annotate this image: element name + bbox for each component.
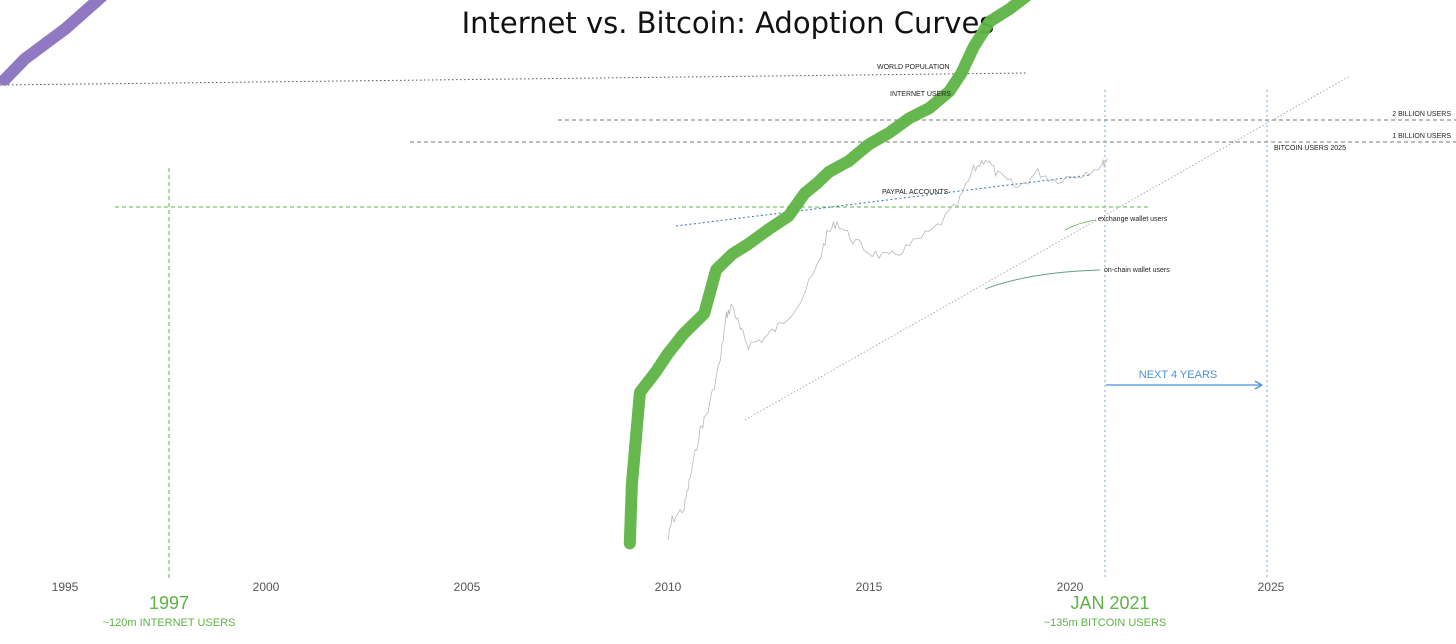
callout-1997-year: 1997	[149, 593, 189, 613]
callout-2021-date: JAN 2021	[1070, 593, 1149, 613]
next-4-years-arrow-head	[1254, 380, 1263, 390]
x-tick-label: 2005	[454, 580, 481, 594]
x-tick-label: 1995	[52, 580, 79, 594]
chart-title: Internet vs. Bitcoin: Adoption Curves	[462, 6, 995, 40]
x-tick-label: 2010	[655, 580, 682, 594]
exchange-wallet-pointer	[1064, 219, 1097, 231]
two-billion-label: 2 BILLION USERS	[1392, 111, 1451, 118]
bitcoin-price-path	[667, 157, 1108, 541]
world-population-line	[0, 72, 1029, 86]
x-tick-label: 2020	[1057, 580, 1084, 594]
x-tick-label: 2000	[253, 580, 280, 594]
series-group	[0, 0, 1032, 550]
one-billion-label: 1 BILLION USERS	[1392, 133, 1451, 140]
onchain-wallet-users-label: on-chain wallet users	[1104, 267, 1170, 274]
x-axis: 1995 2000 2005 2010 2015 2020 2025	[52, 580, 1285, 594]
trend-projection-line	[744, 75, 1351, 421]
internet-users-label: INTERNET USERS	[890, 91, 951, 98]
paypal-trend-line	[675, 174, 1091, 227]
world-population-label: WORLD POPULATION	[877, 64, 950, 71]
callout-2021-sub: ~135m BITCOIN USERS	[1044, 617, 1167, 629]
bitcoin-users-2025-label: BITCOIN USERS 2025	[1274, 145, 1346, 152]
exchange-wallet-users-label: exchange wallet users	[1098, 216, 1168, 223]
x-tick-label: 2015	[856, 580, 883, 594]
bitcoin-price-line	[667, 157, 1108, 541]
bitcoin-users-curve	[623, 0, 1032, 550]
onchain-wallet-pointer	[984, 269, 1101, 290]
x-tick-label: 2025	[1258, 580, 1285, 594]
next-4-years-label: NEXT 4 YEARS	[1139, 369, 1217, 381]
paypal-accounts-label: PAYPAL ACCOUNTS	[882, 189, 949, 196]
callout-1997-sub: ~120m INTERNET USERS	[103, 617, 236, 629]
